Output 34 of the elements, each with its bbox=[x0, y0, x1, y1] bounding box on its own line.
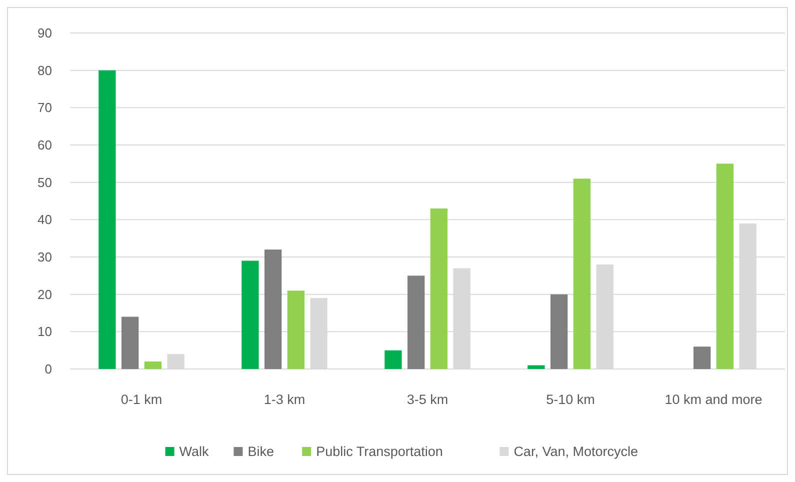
bar bbox=[384, 350, 402, 369]
bar bbox=[264, 250, 282, 369]
bar bbox=[167, 354, 184, 369]
bar bbox=[98, 70, 116, 369]
x-tick-label: 5-10 km bbox=[546, 392, 595, 407]
bar bbox=[287, 290, 305, 369]
bar bbox=[430, 208, 448, 369]
bar bbox=[121, 316, 139, 369]
bar bbox=[144, 362, 162, 369]
bar bbox=[716, 164, 734, 369]
bar bbox=[528, 365, 545, 369]
bar bbox=[242, 260, 259, 369]
legend-label: Public Transportation bbox=[316, 444, 443, 459]
bar bbox=[573, 178, 591, 369]
y-tick-label: 30 bbox=[38, 250, 52, 265]
legend-label: Walk bbox=[179, 444, 210, 459]
y-tick-label: 60 bbox=[38, 138, 52, 153]
y-tick-label: 70 bbox=[38, 100, 52, 116]
x-tick-label: 0-1 km bbox=[120, 392, 162, 407]
y-tick-label: 40 bbox=[38, 212, 52, 228]
y-tick-label: 80 bbox=[38, 62, 52, 78]
y-tick-label: 90 bbox=[38, 26, 52, 41]
legend-label: Car, Van, Motorcycle bbox=[514, 444, 638, 459]
bar bbox=[550, 294, 568, 369]
bar bbox=[407, 276, 425, 369]
y-tick-label: 50 bbox=[38, 174, 52, 190]
y-tick-label: 0 bbox=[44, 362, 52, 377]
x-tick-label: 3-5 km bbox=[406, 392, 448, 407]
y-tick-label: 10 bbox=[38, 324, 52, 340]
legend-label: Bike bbox=[248, 444, 274, 459]
x-tick-label: 1-3 km bbox=[264, 392, 306, 407]
y-tick-label: 20 bbox=[38, 286, 52, 302]
bar bbox=[693, 346, 711, 369]
x-tick-label: 10 km and more bbox=[664, 392, 762, 407]
